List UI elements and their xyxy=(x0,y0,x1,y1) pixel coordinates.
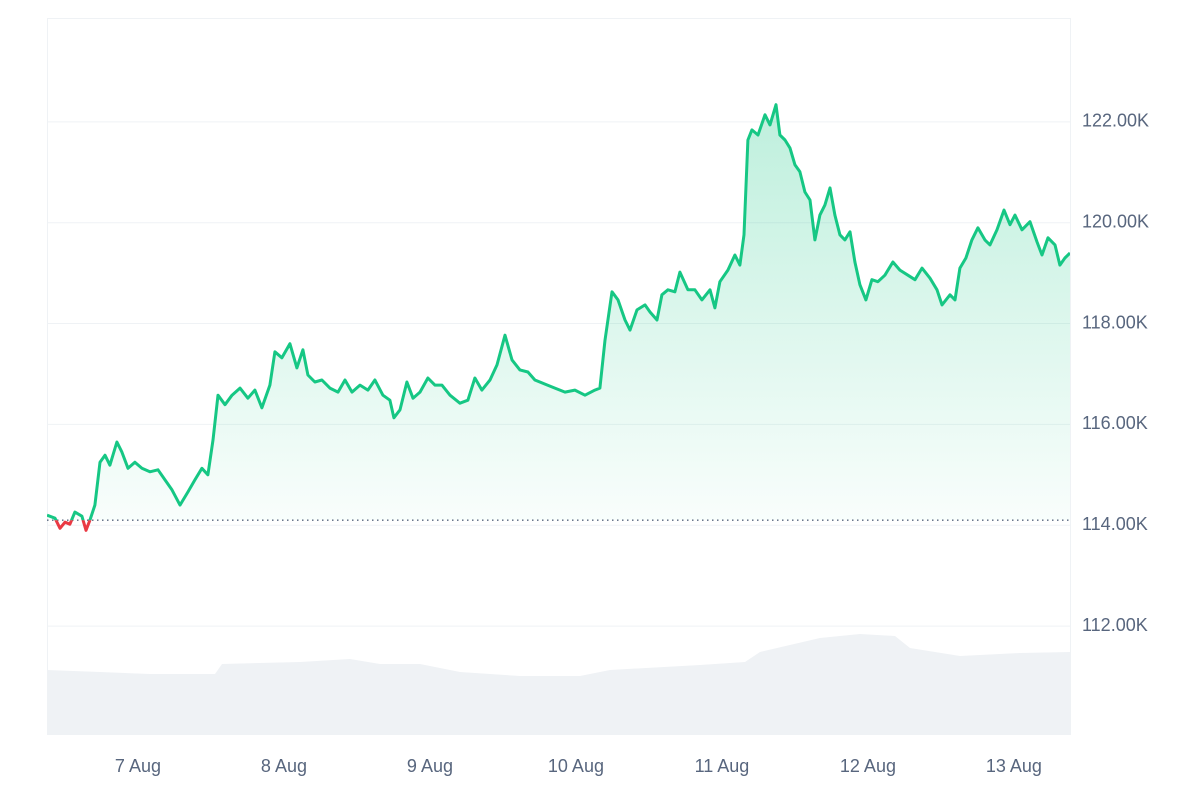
y-tick-label: 122.00K xyxy=(1082,111,1149,131)
volume-area xyxy=(47,634,1070,735)
y-tick-label: 116.00K xyxy=(1082,413,1148,433)
price-line xyxy=(47,103,1070,521)
x-tick-label: 12 Aug xyxy=(840,756,896,776)
x-tick-label: 7 Aug xyxy=(115,756,161,776)
y-tick-label: 118.00K xyxy=(1082,312,1148,332)
y-tick-label: 112.00K xyxy=(1082,615,1148,635)
x-tick-label: 8 Aug xyxy=(261,756,307,776)
x-tick-label: 10 Aug xyxy=(548,756,604,776)
x-tick-label: 13 Aug xyxy=(986,756,1042,776)
x-tick-label: 9 Aug xyxy=(407,756,453,776)
price-area xyxy=(47,104,1070,521)
y-tick-label: 120.00K xyxy=(1082,211,1149,231)
y-tick-label: 114.00K xyxy=(1082,514,1148,534)
x-tick-label: 11 Aug xyxy=(695,756,750,776)
